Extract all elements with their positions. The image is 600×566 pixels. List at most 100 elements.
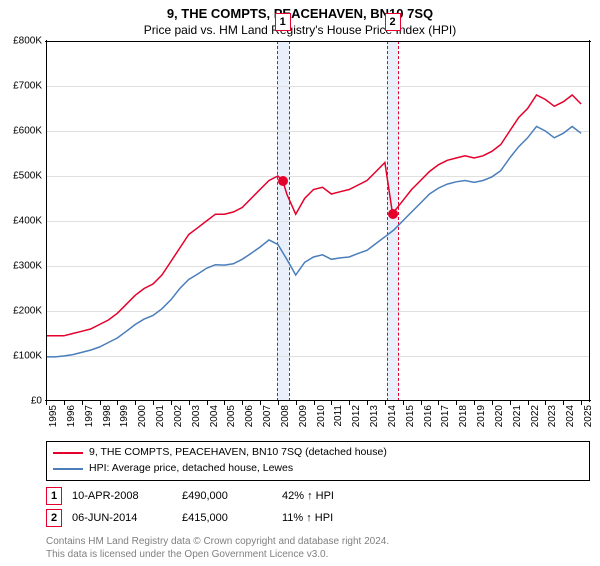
x-tick-label: 2022 bbox=[530, 405, 541, 427]
x-tick-label: 2025 bbox=[583, 405, 594, 427]
x-tick-label: 2016 bbox=[423, 405, 434, 427]
chart-lines-svg bbox=[46, 41, 590, 401]
y-tick-label: £0 bbox=[31, 396, 46, 407]
y-tick-label: £300K bbox=[13, 261, 46, 272]
x-tick-mark bbox=[224, 401, 225, 405]
legend-row-1: 9, THE COMPTS, PEACEHAVEN, BN10 7SQ (det… bbox=[53, 445, 583, 461]
x-tick-label: 1996 bbox=[66, 405, 77, 427]
y-tick-label: £700K bbox=[13, 81, 46, 92]
x-tick-label: 2001 bbox=[155, 405, 166, 427]
x-tick-mark bbox=[242, 401, 243, 405]
chart-title: 9, THE COMPTS, PEACEHAVEN, BN10 7SQ bbox=[0, 6, 600, 21]
x-tick-label: 2005 bbox=[226, 405, 237, 427]
x-tick-mark bbox=[171, 401, 172, 405]
y-tick-label: £800K bbox=[13, 36, 46, 47]
x-tick-label: 1997 bbox=[84, 405, 95, 427]
legend-swatch-2 bbox=[53, 468, 83, 470]
transaction-marker: 1 bbox=[46, 487, 62, 505]
x-tick-label: 2003 bbox=[191, 405, 202, 427]
x-tick-mark bbox=[510, 401, 511, 405]
transaction-hpi: 42% ↑ HPI bbox=[282, 490, 334, 502]
attribution-text: Contains HM Land Registry data © Crown c… bbox=[46, 535, 590, 561]
x-tick-mark bbox=[385, 401, 386, 405]
x-tick-label: 2018 bbox=[458, 405, 469, 427]
x-tick-mark bbox=[153, 401, 154, 405]
x-tick-label: 1999 bbox=[119, 405, 130, 427]
x-tick-mark bbox=[64, 401, 65, 405]
top-axis-line bbox=[45, 41, 591, 42]
x-tick-mark bbox=[82, 401, 83, 405]
x-tick-mark bbox=[189, 401, 190, 405]
transaction-price: £490,000 bbox=[182, 490, 272, 502]
x-tick-label: 2013 bbox=[369, 405, 380, 427]
x-tick-label: 2007 bbox=[262, 405, 273, 427]
sale-marker-label: 2 bbox=[385, 13, 401, 31]
x-tick-label: 1998 bbox=[102, 405, 113, 427]
x-tick-label: 2010 bbox=[316, 405, 327, 427]
x-tick-mark bbox=[492, 401, 493, 405]
x-tick-mark bbox=[456, 401, 457, 405]
x-tick-mark bbox=[46, 401, 47, 405]
x-tick-mark bbox=[278, 401, 279, 405]
attribution-line-2: This data is licensed under the Open Gov… bbox=[46, 548, 590, 561]
x-tick-label: 2011 bbox=[333, 405, 344, 427]
x-tick-label: 2023 bbox=[547, 405, 558, 427]
series-line bbox=[46, 127, 581, 357]
y-tick-label: £600K bbox=[13, 126, 46, 137]
x-tick-mark bbox=[367, 401, 368, 405]
x-tick-mark bbox=[349, 401, 350, 405]
x-tick-label: 2024 bbox=[565, 405, 576, 427]
y-tick-label: £100K bbox=[13, 351, 46, 362]
x-tick-mark bbox=[474, 401, 475, 405]
chart-legend: 9, THE COMPTS, PEACEHAVEN, BN10 7SQ (det… bbox=[46, 441, 590, 481]
x-tick-mark bbox=[314, 401, 315, 405]
x-tick-label: 2014 bbox=[387, 405, 398, 427]
x-tick-mark bbox=[563, 401, 564, 405]
sale-marker-dot bbox=[278, 176, 288, 186]
legend-swatch-1 bbox=[53, 452, 83, 454]
legend-row-2: HPI: Average price, detached house, Lewe… bbox=[53, 461, 583, 477]
x-tick-mark bbox=[581, 401, 582, 405]
series-line bbox=[46, 95, 581, 336]
transaction-date: 10-APR-2008 bbox=[72, 490, 172, 502]
x-tick-label: 2004 bbox=[209, 405, 220, 427]
legend-label-1: 9, THE COMPTS, PEACEHAVEN, BN10 7SQ (det… bbox=[89, 445, 387, 461]
right-axis-line bbox=[589, 40, 590, 402]
chart-plot-area: 12 £0£100K£200K£300K£400K£500K£600K£700K… bbox=[46, 41, 590, 401]
legend-label-2: HPI: Average price, detached house, Lewe… bbox=[89, 461, 293, 477]
x-tick-mark bbox=[100, 401, 101, 405]
transactions-table: 1 10-APR-2008 £490,000 42% ↑ HPI 2 06-JUN-201… bbox=[46, 485, 590, 529]
x-tick-label: 2021 bbox=[512, 405, 523, 427]
x-tick-label: 2020 bbox=[494, 405, 505, 427]
x-tick-label: 2015 bbox=[405, 405, 416, 427]
x-tick-label: 2006 bbox=[244, 405, 255, 427]
x-tick-mark bbox=[260, 401, 261, 405]
x-tick-mark bbox=[528, 401, 529, 405]
transaction-marker: 2 bbox=[46, 509, 62, 527]
y-axis-line bbox=[46, 40, 47, 402]
chart-subtitle: Price paid vs. HM Land Registry's House … bbox=[0, 23, 600, 37]
y-tick-label: £500K bbox=[13, 171, 46, 182]
x-tick-label: 2012 bbox=[351, 405, 362, 427]
x-tick-mark bbox=[438, 401, 439, 405]
x-tick-mark bbox=[117, 401, 118, 405]
y-tick-label: £400K bbox=[13, 216, 46, 227]
x-tick-mark bbox=[403, 401, 404, 405]
transaction-row: 2 06-JUN-2014 £415,000 11% ↑ HPI bbox=[46, 507, 590, 529]
x-tick-label: 2000 bbox=[137, 405, 148, 427]
transaction-row: 1 10-APR-2008 £490,000 42% ↑ HPI bbox=[46, 485, 590, 507]
transaction-hpi: 11% ↑ HPI bbox=[282, 512, 333, 524]
sale-marker-label: 1 bbox=[275, 13, 291, 31]
x-tick-label: 2009 bbox=[298, 405, 309, 427]
x-tick-label: 2017 bbox=[440, 405, 451, 427]
x-tick-mark bbox=[545, 401, 546, 405]
transaction-price: £415,000 bbox=[182, 512, 272, 524]
y-tick-label: £200K bbox=[13, 306, 46, 317]
x-tick-mark bbox=[331, 401, 332, 405]
attribution-line-1: Contains HM Land Registry data © Crown c… bbox=[46, 535, 590, 548]
sale-marker-dot bbox=[388, 209, 398, 219]
transaction-date: 06-JUN-2014 bbox=[72, 512, 172, 524]
x-tick-mark bbox=[421, 401, 422, 405]
x-tick-label: 1995 bbox=[48, 405, 59, 427]
x-tick-mark bbox=[207, 401, 208, 405]
